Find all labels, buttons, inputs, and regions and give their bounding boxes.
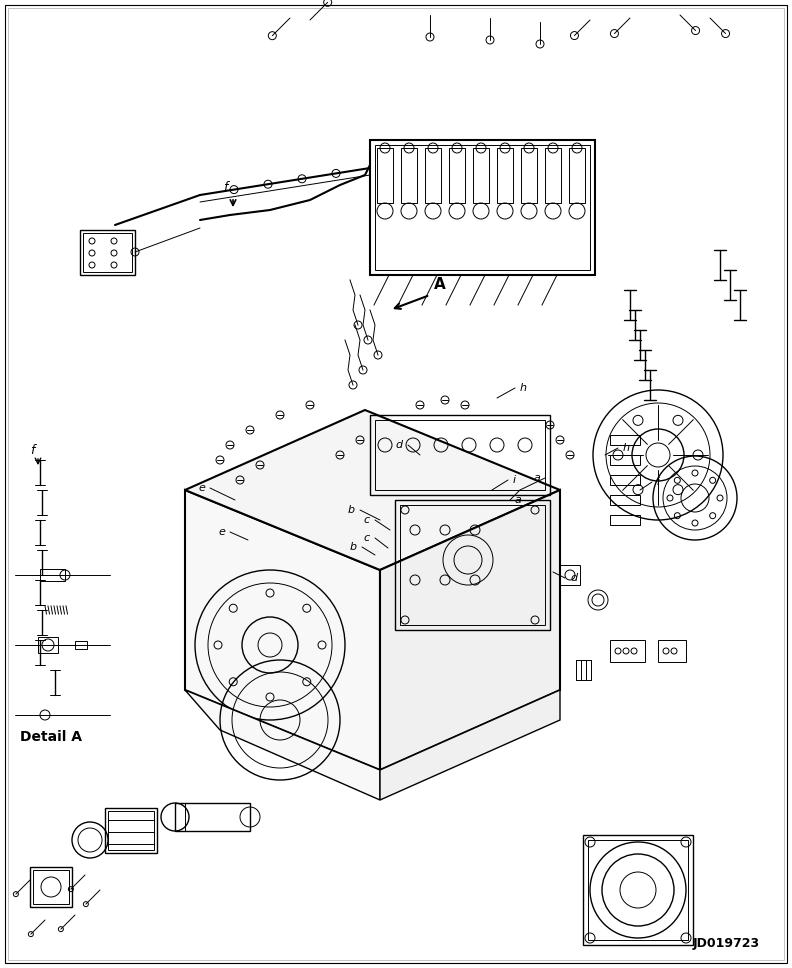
Polygon shape bbox=[380, 690, 560, 800]
Text: JD019723: JD019723 bbox=[693, 937, 760, 950]
Bar bbox=[425, 148, 441, 203]
Bar bbox=[610, 495, 640, 505]
Bar bbox=[583, 835, 693, 945]
Bar bbox=[108, 811, 154, 850]
Bar bbox=[610, 475, 640, 485]
Bar bbox=[105, 808, 157, 853]
Polygon shape bbox=[185, 690, 380, 800]
Bar bbox=[400, 505, 545, 625]
Bar bbox=[375, 420, 545, 490]
Text: b: b bbox=[348, 505, 355, 515]
Text: e: e bbox=[198, 483, 205, 493]
Bar bbox=[38, 637, 58, 653]
Bar bbox=[497, 148, 513, 203]
Bar bbox=[75, 641, 87, 649]
Bar bbox=[610, 455, 640, 465]
Text: i: i bbox=[657, 477, 660, 487]
Text: d: d bbox=[570, 573, 577, 583]
Bar bbox=[610, 515, 640, 525]
Text: c: c bbox=[364, 533, 370, 543]
Bar bbox=[560, 565, 580, 585]
Bar bbox=[610, 435, 640, 445]
Bar bbox=[395, 500, 550, 630]
Bar bbox=[401, 148, 417, 203]
Bar bbox=[83, 233, 132, 272]
Text: a: a bbox=[515, 495, 522, 505]
Bar bbox=[658, 640, 686, 662]
Bar bbox=[377, 148, 393, 203]
Polygon shape bbox=[185, 410, 560, 570]
Bar bbox=[40, 569, 65, 581]
Text: c: c bbox=[364, 515, 370, 525]
Text: i: i bbox=[513, 475, 516, 485]
Bar bbox=[610, 640, 645, 662]
Bar bbox=[80, 230, 135, 275]
Text: e: e bbox=[218, 527, 225, 537]
Text: A: A bbox=[434, 277, 446, 292]
Bar bbox=[588, 840, 688, 940]
Polygon shape bbox=[380, 490, 560, 770]
Bar bbox=[473, 148, 489, 203]
Text: f: f bbox=[30, 443, 34, 457]
Bar bbox=[175, 803, 250, 831]
Polygon shape bbox=[185, 490, 380, 770]
Text: Detail A: Detail A bbox=[20, 730, 82, 744]
Bar bbox=[449, 148, 465, 203]
Text: a: a bbox=[533, 473, 540, 483]
Text: h: h bbox=[520, 383, 527, 393]
Bar bbox=[33, 870, 69, 904]
Bar bbox=[569, 148, 585, 203]
Bar bbox=[375, 145, 590, 270]
Text: d: d bbox=[396, 440, 403, 450]
Bar bbox=[521, 148, 537, 203]
Bar bbox=[545, 148, 561, 203]
Bar bbox=[370, 140, 595, 275]
Text: f: f bbox=[223, 181, 228, 194]
Bar bbox=[30, 867, 72, 907]
Text: b: b bbox=[350, 542, 357, 552]
Bar bbox=[370, 415, 550, 495]
Text: h: h bbox=[623, 443, 630, 453]
